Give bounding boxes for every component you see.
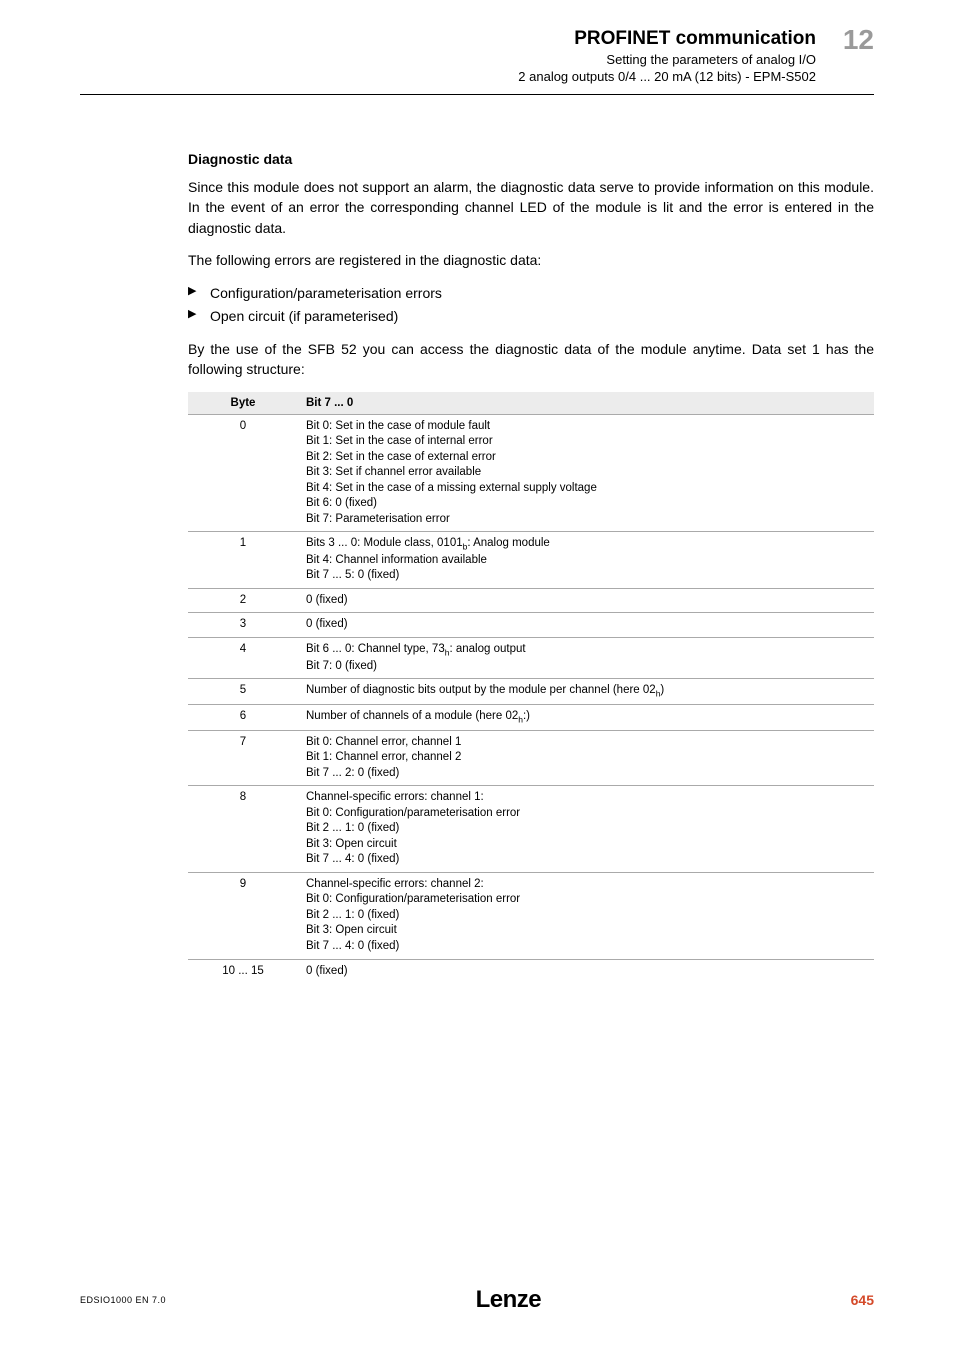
bits-cell: Bits 3 ... 0: Module class, 0101b: Analo… xyxy=(298,532,874,589)
bits-cell: Bit 0: Set in the case of module faultBi… xyxy=(298,414,874,532)
table-row: 8Channel-specific errors: channel 1:Bit … xyxy=(188,786,874,873)
page-number: 645 xyxy=(851,1292,874,1308)
brand-logo: Lenze xyxy=(476,1286,542,1314)
header-subtitle-1: Setting the parameters of analog I/O xyxy=(80,52,816,67)
logo-text: Lenze xyxy=(476,1286,542,1314)
byte-cell: 1 xyxy=(188,532,298,589)
page-footer: EDSIO1000 EN 7.0 Lenze 645 xyxy=(80,1286,874,1314)
bits-cell: Channel-specific errors: channel 2:Bit 0… xyxy=(298,872,874,959)
table-header-bits: Bit 7 ... 0 xyxy=(298,392,874,415)
paragraph: Since this module does not support an al… xyxy=(188,177,874,238)
byte-cell: 6 xyxy=(188,705,298,731)
byte-cell: 8 xyxy=(188,786,298,873)
table-row: 5Number of diagnostic bits output by the… xyxy=(188,679,874,705)
section-title: Diagnostic data xyxy=(188,151,874,167)
byte-cell: 9 xyxy=(188,872,298,959)
table-row: 0Bit 0: Set in the case of module faultB… xyxy=(188,414,874,532)
bits-cell: Number of channels of a module (here 02h… xyxy=(298,705,874,731)
bits-cell: Channel-specific errors: channel 1:Bit 0… xyxy=(298,786,874,873)
bits-cell: Bit 6 ... 0: Channel type, 73h: analog o… xyxy=(298,638,874,679)
table-row: 30 (fixed) xyxy=(188,613,874,638)
byte-cell: 4 xyxy=(188,638,298,679)
table-row: 20 (fixed) xyxy=(188,588,874,613)
bullet-item: Configuration/parameterisation errors xyxy=(188,282,874,304)
table-row: 9Channel-specific errors: channel 2:Bit … xyxy=(188,872,874,959)
table-row: 6Number of channels of a module (here 02… xyxy=(188,705,874,731)
byte-cell: 7 xyxy=(188,730,298,786)
byte-cell: 10 ... 15 xyxy=(188,959,298,983)
page-header: PROFINET communication Setting the param… xyxy=(80,28,874,84)
table-row: 4Bit 6 ... 0: Channel type, 73h: analog … xyxy=(188,638,874,679)
chapter-number: 12 xyxy=(843,24,874,56)
header-rule xyxy=(80,94,874,95)
paragraph: By the use of the SFB 52 you can access … xyxy=(188,339,874,380)
byte-cell: 3 xyxy=(188,613,298,638)
bits-cell: 0 (fixed) xyxy=(298,959,874,983)
diagnostic-table: Byte Bit 7 ... 0 0Bit 0: Set in the case… xyxy=(188,392,874,983)
table-row: 7Bit 0: Channel error, channel 1Bit 1: C… xyxy=(188,730,874,786)
footer-doc-id: EDSIO1000 EN 7.0 xyxy=(80,1295,166,1305)
bits-cell: 0 (fixed) xyxy=(298,613,874,638)
byte-cell: 0 xyxy=(188,414,298,532)
table-header-byte: Byte xyxy=(188,392,298,415)
content-body: Diagnostic data Since this module does n… xyxy=(188,151,874,983)
bits-cell: Number of diagnostic bits output by the … xyxy=(298,679,874,705)
bits-cell: Bit 0: Channel error, channel 1Bit 1: Ch… xyxy=(298,730,874,786)
table-row: 1Bits 3 ... 0: Module class, 0101b: Anal… xyxy=(188,532,874,589)
header-subtitle-2: 2 analog outputs 0/4 ... 20 mA (12 bits)… xyxy=(80,69,816,84)
byte-cell: 2 xyxy=(188,588,298,613)
header-title: PROFINET communication xyxy=(574,28,816,50)
paragraph: The following errors are registered in t… xyxy=(188,250,874,270)
bullet-item: Open circuit (if parameterised) xyxy=(188,305,874,327)
bits-cell: 0 (fixed) xyxy=(298,588,874,613)
byte-cell: 5 xyxy=(188,679,298,705)
bullet-list: Configuration/parameterisation errors Op… xyxy=(188,282,874,327)
table-row: 10 ... 150 (fixed) xyxy=(188,959,874,983)
